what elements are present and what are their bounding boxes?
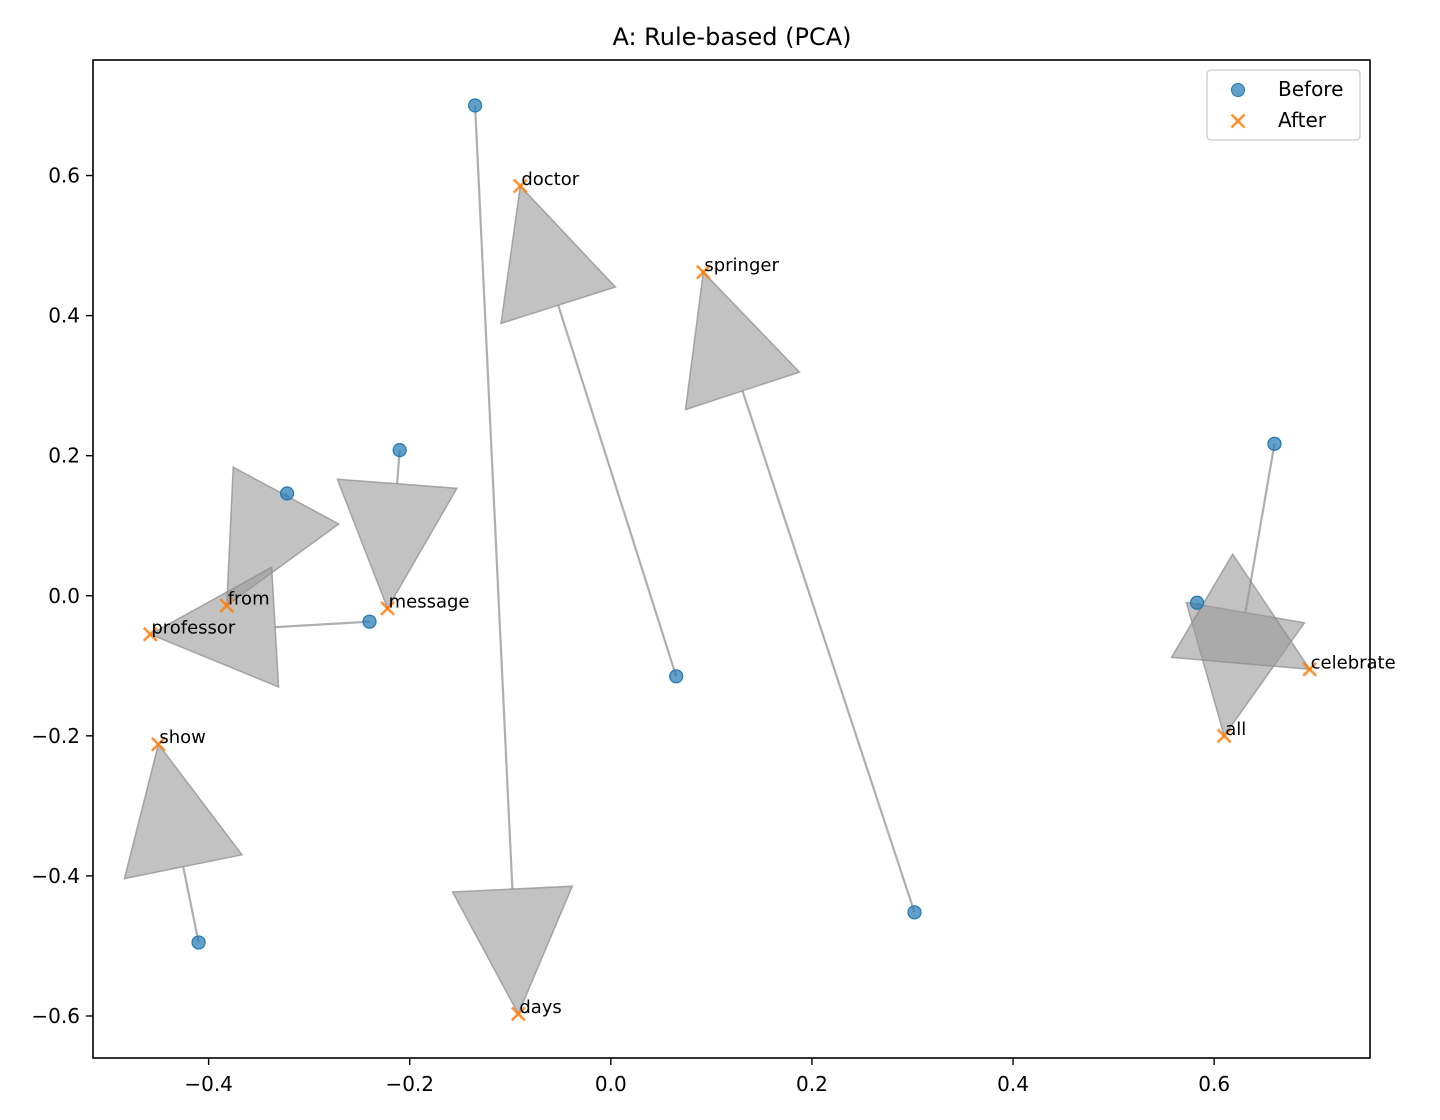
y-tick-label: 0.0	[48, 584, 80, 608]
arrow-head-professor	[148, 565, 280, 689]
before-point-days	[467, 98, 483, 113]
x-tick-label: 0.2	[796, 1072, 828, 1096]
before-point-professor	[362, 614, 377, 629]
before-point-show	[191, 935, 206, 950]
arrow-shaft-professor	[275, 620, 370, 629]
legend-after-x	[1230, 113, 1246, 129]
word-label-message: message	[389, 591, 470, 612]
x-tick-label: −0.4	[184, 1072, 233, 1096]
after-point-days	[510, 1006, 526, 1022]
legend: Before After	[1206, 69, 1361, 141]
word-label-show: show	[159, 727, 206, 748]
legend-box	[1206, 69, 1361, 141]
after-point-all	[1216, 728, 1232, 744]
before-point-springer	[907, 905, 922, 920]
y-tick-label: 0.2	[48, 444, 80, 468]
ticks-layer: −0.4 −0.2 0.0 0.2 0.4 0.6 −0.6 −0.4 −0.2 0.0 0.2 0.…	[31, 164, 1230, 1096]
chart-title: A: Rule-based (PCA)	[612, 23, 851, 51]
before-point-all	[1267, 436, 1282, 451]
y-tick-label: −0.2	[31, 724, 80, 748]
legend-before-label: Before	[1278, 77, 1343, 101]
word-label-professor: professor	[151, 617, 236, 638]
labels-layer: doctor springer days message from professor sh…	[151, 169, 1395, 1018]
word-label-doctor: doctor	[521, 169, 579, 190]
legend-before-marker	[1231, 83, 1245, 97]
x-tick-label: 0.6	[1198, 1072, 1230, 1096]
after-point-professor	[142, 626, 158, 642]
arrow-head-message	[336, 478, 459, 611]
arrow-shaft-days	[473, 105, 514, 890]
arrow-head-show	[123, 742, 244, 880]
x-tick-label: 0.4	[997, 1072, 1029, 1096]
before-point-message	[392, 442, 407, 458]
before-point-from	[279, 486, 295, 501]
word-label-springer: springer	[704, 255, 779, 276]
arrow-head-days	[451, 885, 574, 1016]
arrow-head-doctor	[500, 184, 617, 325]
y-tick-label: −0.6	[31, 1004, 80, 1028]
after-point-message	[380, 600, 396, 616]
legend-after-marker	[1230, 113, 1246, 129]
after-point-doctor	[512, 178, 528, 194]
word-label-days: days	[519, 997, 562, 1018]
word-label-all: all	[1225, 719, 1246, 740]
plot-frame	[92, 59, 1371, 1059]
legend-after-label: After	[1278, 108, 1327, 132]
before-point-celebrate	[1189, 595, 1205, 610]
after-point-celebrate	[1302, 661, 1318, 677]
before-point-doctor	[669, 669, 684, 684]
arrow-shaft-show	[182, 866, 200, 943]
y-tick-label: 0.4	[48, 304, 80, 328]
word-label-from: from	[228, 589, 270, 610]
after-point-springer	[695, 264, 711, 280]
y-tick-label: −0.4	[31, 864, 80, 888]
arrow-shaft-springer	[741, 390, 916, 913]
markers-layer	[142, 98, 1318, 1022]
x-tick-label: −0.2	[385, 1072, 434, 1096]
word-label-celebrate: celebrate	[1311, 652, 1396, 673]
after-point-show	[150, 736, 166, 752]
x-tick-label: 0.0	[595, 1072, 627, 1096]
y-tick-label: 0.6	[48, 164, 80, 188]
arrow-head-springer	[684, 270, 801, 411]
arrows-layer	[123, 105, 1312, 1016]
after-point-from	[219, 598, 235, 613]
arrow-shaft-doctor	[557, 304, 678, 677]
